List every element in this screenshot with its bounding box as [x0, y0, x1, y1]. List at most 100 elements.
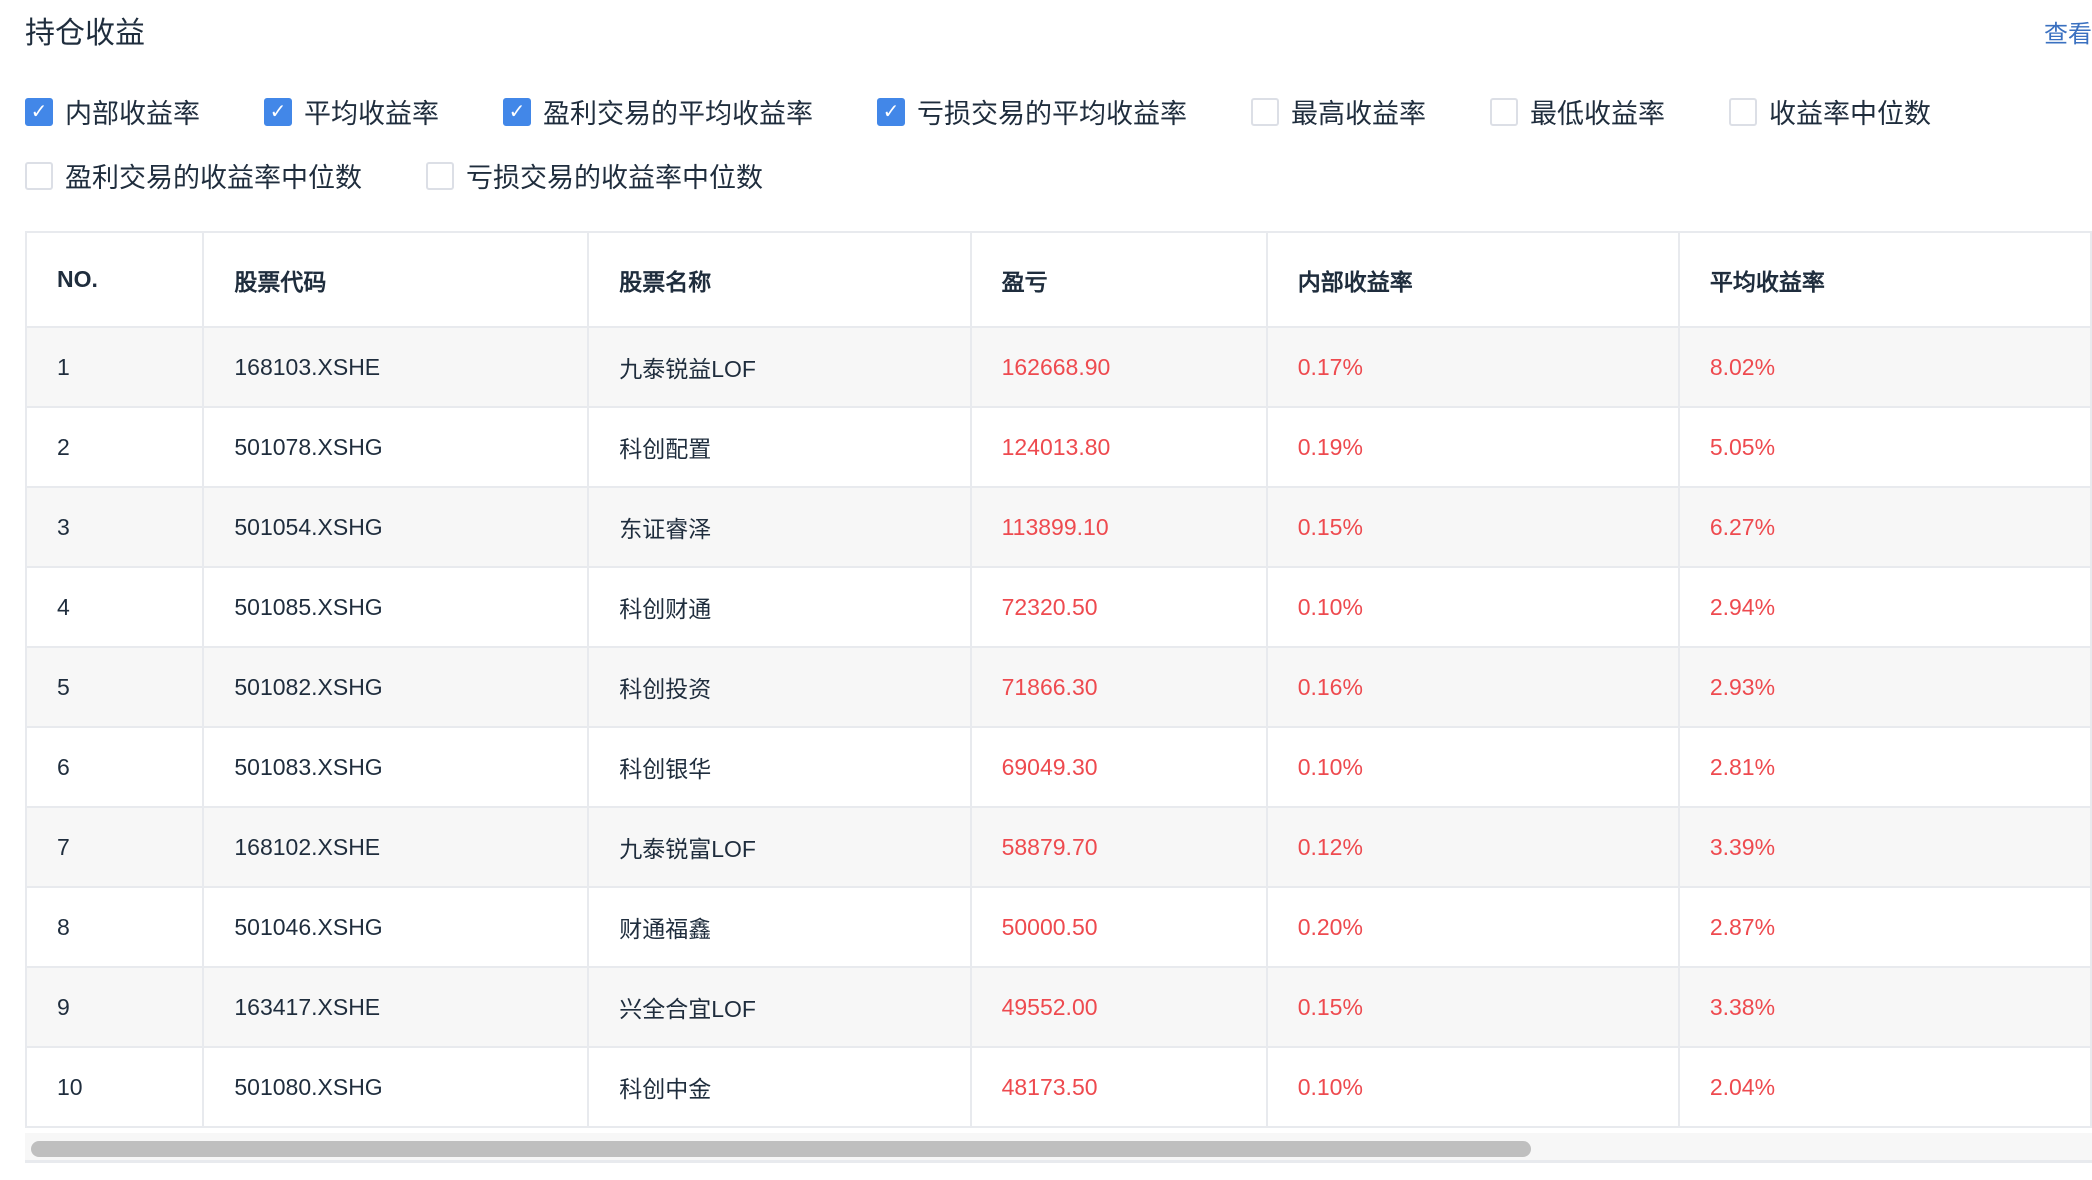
table-cell: 0.16%: [1265, 646, 1680, 728]
table-cell: 10: [24, 1046, 205, 1128]
horizontal-scrollbar[interactable]: [25, 1133, 2092, 1163]
table-cell: 4: [24, 566, 205, 648]
checkbox-checked-icon[interactable]: ✓: [877, 97, 905, 126]
checkbox-label: 平均收益率: [304, 99, 439, 129]
table-cell: 科创财通: [587, 566, 972, 648]
table-cell: 九泰锐益LOF: [587, 326, 972, 408]
table-cell: 168103.XSHE: [202, 326, 590, 408]
holdings-table: NO. 股票代码 股票名称 盈亏 内部收益率 平均收益率 1 168103.XSHE 九泰锐益…: [24, 231, 2092, 1128]
table-cell: 2.81%: [1677, 726, 2092, 808]
checkbox-3[interactable]: ✓ 盈利交易的平均收益率: [503, 92, 813, 131]
table-cell: 0.15%: [1265, 486, 1680, 568]
checkbox-label: 收益率中位数: [1769, 99, 1931, 129]
checkbox-6[interactable]: 最低收益率: [1490, 92, 1665, 131]
table-row[interactable]: 9 163417.XSHE 兴全合宜LOF 49552.00 0.15% 3.38%: [24, 966, 2092, 1048]
checkbox-9[interactable]: 亏损交易的收益率中位数: [426, 156, 763, 195]
checkbox-label: 盈利交易的收益率中位数: [65, 163, 362, 193]
column-header[interactable]: NO.: [24, 231, 205, 328]
checkbox-checked-icon[interactable]: ✓: [264, 97, 292, 126]
table-cell: 163417.XSHE: [202, 966, 590, 1048]
table-cell: 2.04%: [1677, 1046, 2092, 1128]
table-row[interactable]: 10 501080.XSHG 科创中金 48173.50 0.10% 2.04%: [24, 1046, 2092, 1128]
checkbox-row: ✓ 内部收益率 ✓ 平均收益率 ✓ 盈利交易的平均收益率 ✓ 亏损交易的平均收益率 最高收益率 最…: [25, 92, 1931, 131]
table-cell: 168102.XSHE: [202, 806, 590, 888]
table-cell: 0.20%: [1265, 886, 1680, 968]
table-cell: 49552.00: [969, 966, 1268, 1048]
checkbox-unchecked-icon[interactable]: [1490, 97, 1518, 126]
checkbox-4[interactable]: ✓ 亏损交易的平均收益率: [877, 92, 1187, 131]
checkbox-7[interactable]: 收益率中位数: [1729, 92, 1931, 131]
table-cell: 0.15%: [1265, 966, 1680, 1048]
table-row[interactable]: 7 168102.XSHE 九泰锐富LOF 58879.70 0.12% 3.39%: [24, 806, 2092, 888]
table-cell: 3.38%: [1677, 966, 2092, 1048]
checkbox-5[interactable]: 最高收益率: [1251, 92, 1426, 131]
section-title: 持仓收益: [25, 17, 145, 50]
checkbox-label: 内部收益率: [65, 99, 200, 129]
table-cell: 2.87%: [1677, 886, 2092, 968]
table-cell: 501054.XSHG: [202, 486, 590, 568]
checkbox-unchecked-icon[interactable]: [25, 161, 53, 190]
column-header[interactable]: 平均收益率: [1677, 231, 2092, 328]
table-cell: 501083.XSHG: [202, 726, 590, 808]
table-cell: 科创中金: [587, 1046, 972, 1128]
checkbox-label: 最低收益率: [1530, 99, 1665, 129]
table-cell: 162668.90: [969, 326, 1268, 408]
table-cell: 501085.XSHG: [202, 566, 590, 648]
checkbox-row: 盈利交易的收益率中位数 亏损交易的收益率中位数: [25, 156, 763, 195]
checkbox-label: 亏损交易的收益率中位数: [466, 163, 763, 193]
table-cell: 2: [24, 406, 205, 488]
table-cell: 科创银华: [587, 726, 972, 808]
table-cell: 9: [24, 966, 205, 1048]
scrollbar-thumb[interactable]: [31, 1141, 1531, 1157]
column-header[interactable]: 盈亏: [969, 231, 1268, 328]
table-cell: 0.10%: [1265, 726, 1680, 808]
checkbox-checked-icon[interactable]: ✓: [503, 97, 531, 126]
checkbox-label: 最高收益率: [1291, 99, 1426, 129]
table-cell: 6.27%: [1677, 486, 2092, 568]
table-cell: 72320.50: [969, 566, 1268, 648]
table-cell: 7: [24, 806, 205, 888]
table-row[interactable]: 2 501078.XSHG 科创配置 124013.80 0.19% 5.05%: [24, 406, 2092, 488]
column-header[interactable]: 股票名称: [587, 231, 972, 328]
table-row[interactable]: 6 501083.XSHG 科创银华 69049.30 0.10% 2.81%: [24, 726, 2092, 808]
table-cell: 69049.30: [969, 726, 1268, 808]
column-header[interactable]: 股票代码: [202, 231, 590, 328]
checkbox-unchecked-icon[interactable]: [426, 161, 454, 190]
table-cell: 0.17%: [1265, 326, 1680, 408]
table-cell: 113899.10: [969, 486, 1268, 568]
checkbox-label: 盈利交易的平均收益率: [543, 99, 813, 129]
column-header[interactable]: 内部收益率: [1265, 231, 1680, 328]
checkbox-checked-icon[interactable]: ✓: [25, 97, 53, 126]
table-cell: 科创投资: [587, 646, 972, 728]
table-cell: 6: [24, 726, 205, 808]
checkbox-8[interactable]: 盈利交易的收益率中位数: [25, 156, 362, 195]
table-cell: 71866.30: [969, 646, 1268, 728]
table-cell: 8: [24, 886, 205, 968]
table-cell: 科创配置: [587, 406, 972, 488]
table-row[interactable]: 3 501054.XSHG 东证睿泽 113899.10 0.15% 6.27%: [24, 486, 2092, 568]
table-cell: 501078.XSHG: [202, 406, 590, 488]
table-cell: 124013.80: [969, 406, 1268, 488]
view-link[interactable]: 查看: [2044, 21, 2092, 48]
checkbox-unchecked-icon[interactable]: [1729, 97, 1757, 126]
checkbox-1[interactable]: ✓ 内部收益率: [25, 92, 200, 131]
table-cell: 0.10%: [1265, 566, 1680, 648]
checkbox-2[interactable]: ✓ 平均收益率: [264, 92, 439, 131]
table-cell: 8.02%: [1677, 326, 2092, 408]
table-row[interactable]: 4 501085.XSHG 科创财通 72320.50 0.10% 2.94%: [24, 566, 2092, 648]
table-row[interactable]: 8 501046.XSHG 财通福鑫 50000.50 0.20% 2.87%: [24, 886, 2092, 968]
table-header-row: NO. 股票代码 股票名称 盈亏 内部收益率 平均收益率: [24, 231, 2092, 328]
table-cell: 财通福鑫: [587, 886, 972, 968]
table-cell: 501080.XSHG: [202, 1046, 590, 1128]
table-cell: 兴全合宜LOF: [587, 966, 972, 1048]
table-cell: 48173.50: [969, 1046, 1268, 1128]
checkbox-unchecked-icon[interactable]: [1251, 97, 1279, 126]
table-cell: 东证睿泽: [587, 486, 972, 568]
table-row[interactable]: 5 501082.XSHG 科创投资 71866.30 0.16% 2.93%: [24, 646, 2092, 728]
table-row[interactable]: 1 168103.XSHE 九泰锐益LOF 162668.90 0.17% 8.02%: [24, 326, 2092, 408]
table-cell: 5: [24, 646, 205, 728]
table-cell: 九泰锐富LOF: [587, 806, 972, 888]
table-cell: 3.39%: [1677, 806, 2092, 888]
table-cell: 501082.XSHG: [202, 646, 590, 728]
table-cell: 2.93%: [1677, 646, 2092, 728]
